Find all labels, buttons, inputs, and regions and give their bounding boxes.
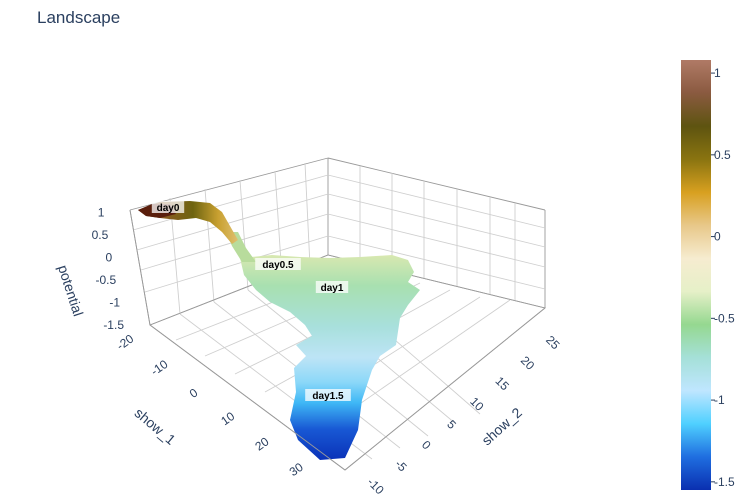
colorbar-ticks: -1.5 -1 -0.5 0 0.5 1 bbox=[711, 66, 735, 489]
axis-lines bbox=[129, 209, 546, 471]
colorbar-gradient bbox=[681, 60, 711, 490]
colorbar-tick-label: -0.5 bbox=[714, 311, 735, 325]
y-axis-title: show_2 bbox=[478, 404, 525, 448]
z-axis-ticks: -1.5 -1 -0.5 0 0.5 1 bbox=[92, 205, 125, 332]
x-tick-label: -10 bbox=[148, 357, 171, 379]
annotation-background bbox=[305, 389, 351, 401]
annotations: day0 day0.5 day1 day1.5 bbox=[151, 201, 351, 402]
x-axis-title: show_1 bbox=[132, 405, 179, 448]
y-tick-label: 15 bbox=[493, 374, 513, 394]
annotation-day0: day0 bbox=[157, 203, 180, 214]
z-tick-label: -0.5 bbox=[95, 273, 116, 287]
x-tick-label: 10 bbox=[218, 409, 237, 428]
z-tick-label: 0 bbox=[106, 250, 113, 264]
z-tick-label: 1 bbox=[98, 205, 105, 219]
x-tick-label: -20 bbox=[114, 331, 137, 353]
x-tick-label: 0 bbox=[187, 385, 201, 400]
annotation-day1: day1 bbox=[321, 283, 344, 294]
y-tick-label: 20 bbox=[518, 353, 538, 373]
annotation-day0.5: day0.5 bbox=[262, 260, 294, 271]
colorbar-tick-label: 1 bbox=[714, 66, 721, 80]
y-tick-label: 0 bbox=[419, 438, 434, 453]
colorbar-tick-label: 0 bbox=[714, 230, 721, 244]
z-tick-label: 0.5 bbox=[92, 228, 109, 242]
x-tick-label: 20 bbox=[252, 434, 271, 453]
x-tick-label: 30 bbox=[287, 460, 306, 479]
y-tick-label: 25 bbox=[543, 333, 563, 353]
y-tick-label: 10 bbox=[467, 394, 487, 414]
z-tick-label: -1 bbox=[109, 295, 120, 309]
z-tick-label: -1.5 bbox=[103, 318, 124, 332]
chart-title: Landscape bbox=[37, 8, 121, 27]
colorbar-tick-label: -1 bbox=[714, 393, 725, 407]
back-wall-grid bbox=[327, 157, 546, 309]
annotation-background bbox=[255, 258, 301, 270]
colorbar: -1.5 -1 -0.5 0 0.5 1 bbox=[681, 60, 735, 490]
z-axis-title: potential bbox=[55, 263, 87, 318]
colorbar-tick-label: -1.5 bbox=[714, 475, 735, 489]
y-tick-label: -10 bbox=[365, 475, 387, 497]
y-tick-label: -5 bbox=[392, 457, 410, 475]
annotation-background bbox=[151, 201, 185, 213]
y-tick-label: 5 bbox=[444, 417, 459, 432]
annotation-background bbox=[315, 281, 349, 293]
annotation-day1.5: day1.5 bbox=[312, 391, 344, 402]
colorbar-tick-label: 0.5 bbox=[714, 148, 731, 162]
